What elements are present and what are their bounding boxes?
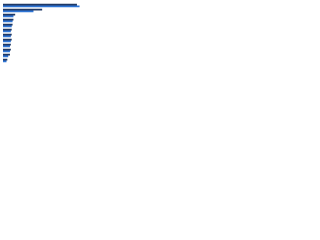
bar xyxy=(3,50,10,53)
bar xyxy=(3,55,9,58)
bar xyxy=(3,58,8,61)
bar xyxy=(3,25,12,28)
bar xyxy=(3,53,10,56)
bar xyxy=(3,3,77,6)
chart xyxy=(3,3,80,63)
bar xyxy=(3,35,11,38)
bar xyxy=(3,60,7,63)
bar xyxy=(3,33,12,36)
bar xyxy=(3,18,14,21)
bar xyxy=(3,40,11,43)
bar xyxy=(3,30,11,33)
bar xyxy=(3,10,34,13)
bar xyxy=(3,20,13,23)
page: (() => { const data = JSON.parse(documen… xyxy=(0,0,320,71)
bar xyxy=(3,43,11,46)
bar xyxy=(3,45,10,48)
bar xyxy=(3,38,12,41)
bar xyxy=(3,23,13,26)
bar xyxy=(3,8,43,11)
bar xyxy=(3,28,12,31)
bar xyxy=(3,13,16,16)
bar xyxy=(3,5,80,8)
bar xyxy=(3,48,11,51)
bar xyxy=(3,15,14,18)
